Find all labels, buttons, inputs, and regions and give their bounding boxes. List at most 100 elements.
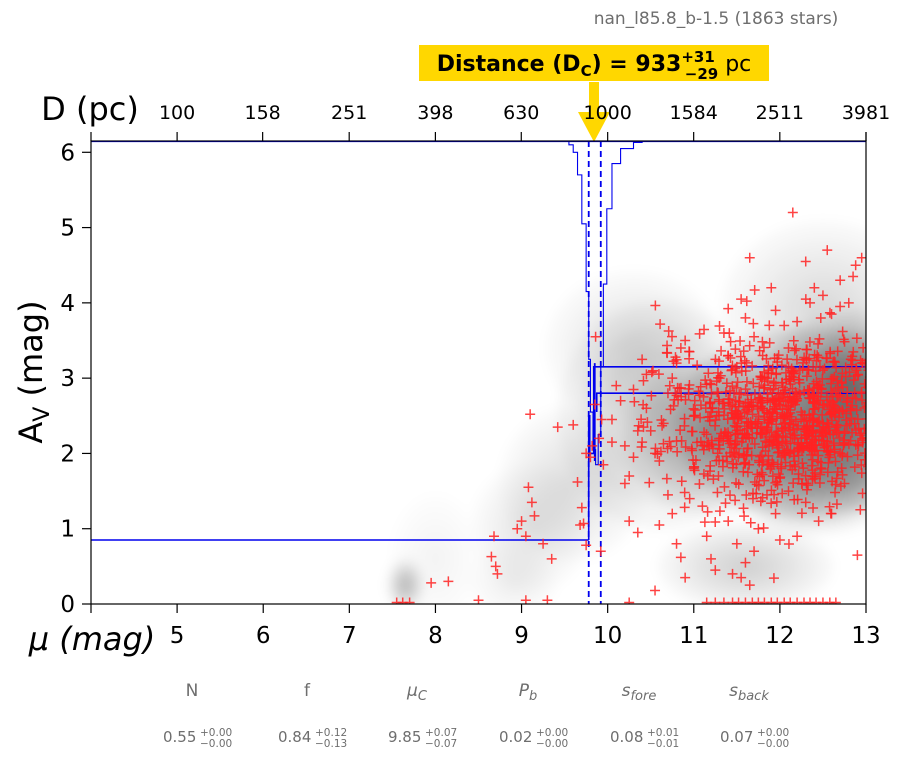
star-marker <box>654 519 665 530</box>
star-marker <box>664 436 675 447</box>
star-marker <box>788 335 799 346</box>
star-marker <box>836 463 847 474</box>
star-marker <box>848 346 859 357</box>
star-marker <box>782 392 793 403</box>
star-marker <box>624 597 635 604</box>
star-marker <box>523 482 534 493</box>
star-marker <box>679 502 690 513</box>
star-marker <box>824 501 835 512</box>
star-marker <box>740 384 751 395</box>
star-marker <box>701 429 712 440</box>
star-marker <box>718 597 729 604</box>
star-marker <box>732 377 743 388</box>
star-marker <box>839 426 850 437</box>
star-marker <box>741 296 752 307</box>
star-marker <box>738 400 749 411</box>
star-marker <box>794 365 805 376</box>
star-marker <box>773 350 784 361</box>
top-tick-label: 251 <box>331 102 367 124</box>
star-marker <box>835 301 846 312</box>
star-marker <box>862 427 866 430</box>
param-lower: −0.00 <box>757 738 789 750</box>
annotation-box <box>419 45 769 81</box>
star-marker <box>619 478 630 489</box>
star-marker <box>688 455 699 466</box>
star-marker <box>857 394 866 405</box>
star-marker <box>839 336 850 347</box>
star-marker <box>840 362 851 373</box>
star-marker <box>665 404 676 415</box>
star-marker <box>692 360 703 371</box>
star-marker <box>826 378 837 389</box>
star-marker <box>730 429 741 440</box>
star-marker <box>757 336 768 347</box>
star-marker <box>714 455 725 466</box>
star-marker <box>736 294 747 305</box>
star-marker <box>826 407 837 418</box>
star-marker <box>807 390 818 401</box>
star-marker <box>704 411 715 422</box>
star-marker <box>722 433 733 444</box>
y-axis-label: AV (mag) <box>12 300 55 443</box>
star-marker <box>714 356 725 367</box>
star-marker <box>667 508 678 519</box>
param-name: sfore <box>622 681 657 704</box>
star-marker <box>841 420 852 431</box>
star-marker <box>835 481 846 492</box>
star-marker <box>749 438 760 449</box>
star-marker <box>822 467 833 478</box>
star-marker <box>791 354 802 365</box>
star-marker <box>724 490 735 501</box>
star-marker <box>793 473 804 484</box>
top-tick-label: 3981 <box>842 102 890 124</box>
star-marker <box>842 387 853 398</box>
star-marker <box>815 463 826 474</box>
star-marker <box>723 303 734 314</box>
x-tick-label: 7 <box>342 623 357 649</box>
star-marker <box>825 429 836 440</box>
star-marker <box>752 404 763 414</box>
star-marker <box>797 409 808 420</box>
star-marker <box>719 481 730 492</box>
star-marker <box>842 396 853 407</box>
star-marker <box>755 429 766 440</box>
star-marker <box>772 479 783 490</box>
star-marker <box>766 282 777 293</box>
star-marker <box>516 516 527 527</box>
top-tick-label: 1000 <box>583 102 631 124</box>
star-marker <box>664 380 675 391</box>
star-marker <box>492 568 503 579</box>
star-marker <box>838 334 849 345</box>
star-marker <box>813 338 824 349</box>
star-marker <box>859 378 866 389</box>
star-marker <box>697 501 708 512</box>
star-marker <box>727 568 738 579</box>
star-marker <box>749 389 760 400</box>
star-marker <box>831 362 842 373</box>
star-marker <box>797 458 808 469</box>
star-marker <box>735 335 746 346</box>
top-tick-label: 100 <box>159 102 195 124</box>
star-marker <box>721 386 732 397</box>
star-marker <box>675 343 686 354</box>
star-marker <box>770 508 781 519</box>
star-marker <box>520 531 531 542</box>
star-marker <box>647 365 658 376</box>
star-marker <box>868 434 878 444</box>
y-axis: 0 1 2 3 4 5 6 <box>60 140 91 618</box>
star-marker <box>810 431 821 442</box>
star-marker <box>633 420 644 431</box>
star-marker <box>837 368 848 379</box>
star-marker <box>747 409 758 420</box>
y-tick-label: 4 <box>60 291 75 317</box>
star-marker <box>806 449 817 460</box>
star-marker <box>587 440 598 451</box>
star-marker <box>489 531 499 542</box>
star-marker <box>801 371 812 382</box>
star-marker <box>768 378 779 389</box>
star-marker <box>667 331 678 342</box>
star-marker <box>769 403 780 414</box>
star-marker <box>846 413 857 424</box>
star-marker <box>751 479 762 490</box>
star-marker <box>747 360 758 371</box>
